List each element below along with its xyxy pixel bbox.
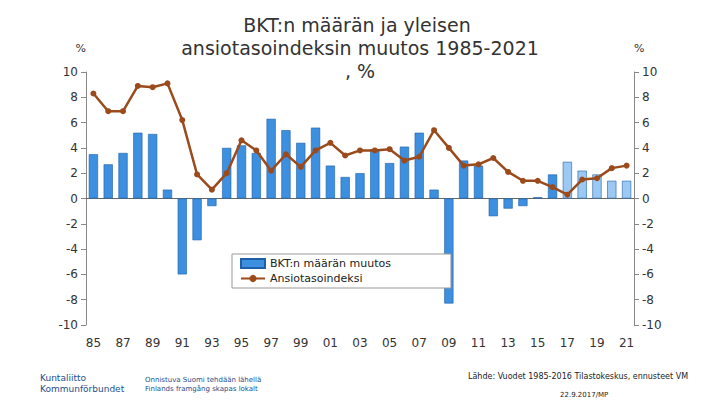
svg-text:6: 6 xyxy=(642,116,650,130)
svg-text:0: 0 xyxy=(642,192,650,206)
svg-text:-10: -10 xyxy=(642,318,662,332)
svg-text:Finlands framgång skapas lokal: Finlands framgång skapas lokalt xyxy=(145,384,258,393)
svg-text:0: 0 xyxy=(70,192,78,206)
svg-text:91: 91 xyxy=(175,336,190,350)
svg-text:11: 11 xyxy=(471,336,486,350)
svg-text:93: 93 xyxy=(204,336,219,350)
svg-text:87: 87 xyxy=(115,336,130,350)
svg-text:-10: -10 xyxy=(58,318,78,332)
svg-text:17: 17 xyxy=(560,336,575,350)
svg-text:10: 10 xyxy=(63,65,78,79)
svg-text:-4: -4 xyxy=(66,242,78,256)
svg-text:21: 21 xyxy=(619,336,634,350)
svg-text:19: 19 xyxy=(589,336,604,350)
svg-text:97: 97 xyxy=(263,336,278,350)
svg-text:4: 4 xyxy=(642,141,650,155)
svg-text:95: 95 xyxy=(234,336,249,350)
svg-text:99: 99 xyxy=(293,336,308,350)
svg-text:-6: -6 xyxy=(642,267,654,281)
svg-text:Kommunförbundet: Kommunförbundet xyxy=(40,384,125,394)
svg-text:6: 6 xyxy=(70,116,78,130)
svg-text:10: 10 xyxy=(642,65,657,79)
svg-text:-6: -6 xyxy=(66,267,78,281)
svg-text:%: % xyxy=(76,42,86,55)
svg-text:-4: -4 xyxy=(642,242,654,256)
svg-text:07: 07 xyxy=(412,336,427,350)
svg-text:01: 01 xyxy=(323,336,338,350)
svg-text:-2: -2 xyxy=(66,217,78,231)
svg-text:2: 2 xyxy=(70,166,78,180)
svg-text:, %: , % xyxy=(345,60,375,82)
svg-text:BKT:n määrän ja yleisen: BKT:n määrän ja yleisen xyxy=(243,14,476,36)
svg-text:-2: -2 xyxy=(642,217,654,231)
svg-text:Lähde: Vuodet 1985-2016 Tilast: Lähde: Vuodet 1985-2016 Tilastokeskus, e… xyxy=(468,372,688,381)
svg-text:-8: -8 xyxy=(642,293,654,307)
svg-text:-8: -8 xyxy=(66,293,78,307)
svg-text:22.9.2017/MP: 22.9.2017/MP xyxy=(560,391,608,399)
svg-text:8: 8 xyxy=(70,90,78,104)
svg-text:89: 89 xyxy=(145,336,160,350)
svg-text:2: 2 xyxy=(642,166,650,180)
svg-text:13: 13 xyxy=(500,336,515,350)
svg-text:15: 15 xyxy=(530,336,545,350)
svg-text:8: 8 xyxy=(642,90,650,104)
svg-text:%: % xyxy=(634,42,644,55)
svg-text:05: 05 xyxy=(382,336,397,350)
svg-text:Ansiotasoindeksi: Ansiotasoindeksi xyxy=(270,272,362,285)
svg-text:03: 03 xyxy=(352,336,367,350)
svg-text:85: 85 xyxy=(86,336,101,350)
svg-text:4: 4 xyxy=(70,141,78,155)
svg-text:BKT:n määrän muutos: BKT:n määrän muutos xyxy=(270,257,391,270)
svg-text:Kuntaliitto: Kuntaliitto xyxy=(40,373,86,383)
svg-text:Onnistuva Suomi tehdään lähell: Onnistuva Suomi tehdään lähellä xyxy=(145,376,261,384)
svg-text:ansiotasoindeksin muutos 1985-: ansiotasoindeksin muutos 1985-2021 xyxy=(181,37,539,59)
svg-text:09: 09 xyxy=(441,336,456,350)
